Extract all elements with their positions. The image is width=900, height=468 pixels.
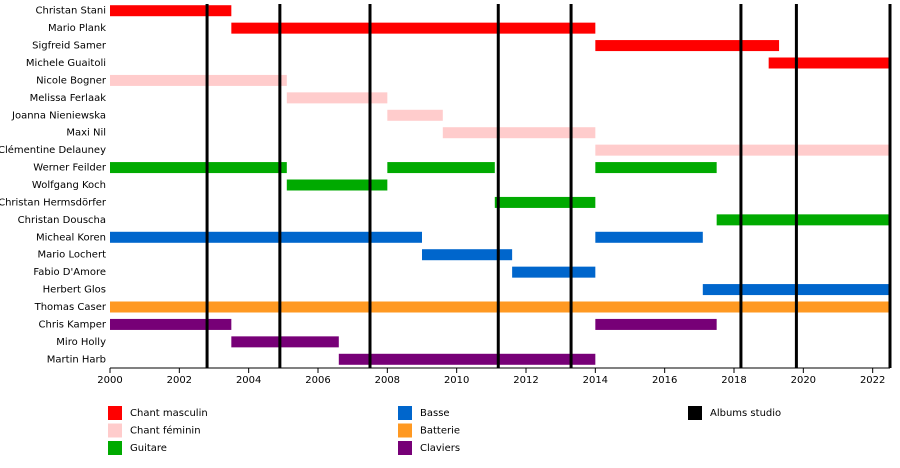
bar	[110, 162, 287, 174]
legend-swatch	[398, 441, 412, 455]
bar	[595, 318, 717, 330]
x-tick-label: 2016	[652, 375, 677, 386]
bar	[422, 249, 513, 261]
bar	[768, 57, 890, 69]
member-name: Wolfgang Koch	[32, 180, 106, 191]
legend-label: Claviers	[420, 443, 460, 454]
bar	[595, 231, 703, 243]
bar	[512, 266, 596, 278]
x-tick-label: 2012	[513, 375, 538, 386]
x-tick-label: 2014	[583, 375, 608, 386]
member-name: Chris Kamper	[39, 319, 107, 330]
x-tick-label: 2006	[305, 375, 330, 386]
legend-swatch	[108, 423, 122, 438]
member-name: Joanna Nieniewska	[11, 110, 106, 121]
bar	[231, 22, 596, 34]
bar	[286, 179, 388, 191]
legend-label: Chant féminin	[130, 425, 201, 437]
x-tick-label: 2008	[375, 375, 400, 386]
legend-label: Basse	[420, 408, 450, 419]
legend-label: Guitare	[130, 443, 167, 454]
bar	[595, 40, 780, 52]
legend-swatch	[108, 406, 122, 420]
bar	[110, 318, 232, 330]
bar	[442, 127, 596, 139]
x-tick-label: 2004	[236, 375, 261, 386]
member-name: Clémentine Delauney	[0, 144, 106, 156]
member-name: Thomas Caser	[34, 302, 107, 313]
member-name: Christan Hermsdörfer	[0, 197, 107, 208]
bar	[387, 109, 443, 121]
member-name: Christan Stani	[36, 6, 107, 17]
bar	[286, 92, 388, 104]
member-name: Mario Lochert	[38, 250, 107, 261]
x-tick-label: 2020	[791, 375, 816, 386]
legend-swatch	[398, 423, 412, 438]
member-name: Miro Holly	[56, 337, 106, 348]
bar	[338, 353, 596, 365]
member-name: Maxi Nil	[66, 128, 106, 139]
legend-label: Albums studio	[710, 408, 781, 419]
member-name: Sigfreid Samer	[32, 41, 107, 52]
member-name: Christan Douscha	[18, 215, 106, 226]
bar	[494, 196, 596, 208]
legend-swatch	[108, 441, 122, 455]
bar	[387, 162, 495, 174]
member-name: Michele Guaitoli	[26, 58, 106, 69]
member-name: Werner Feilder	[33, 163, 107, 174]
bar	[716, 214, 890, 226]
bar	[110, 74, 287, 86]
bar	[110, 5, 232, 17]
bar	[110, 231, 422, 243]
legend-swatch	[398, 406, 412, 420]
legend-label: Batterie	[420, 426, 460, 437]
member-name: Melissa Ferlaak	[30, 93, 107, 104]
legend-swatch	[688, 406, 702, 420]
member-name: Martin Harb	[47, 354, 106, 365]
bar	[231, 336, 339, 348]
member-name: Micheal Koren	[36, 232, 106, 243]
member-name: Mario Plank	[48, 23, 106, 34]
member-name: Nicole Bogner	[36, 75, 107, 86]
bar	[595, 144, 890, 156]
x-tick-label: 2018	[721, 375, 746, 386]
bar	[595, 162, 717, 174]
member-name: Herbert Glos	[43, 285, 106, 296]
x-tick-label: 2000	[97, 375, 122, 386]
x-tick-label: 2002	[167, 375, 192, 386]
legend-label: Chant masculin	[130, 408, 208, 419]
member-name: Fabio D'Amore	[33, 267, 106, 278]
x-tick-label: 2010	[444, 375, 469, 386]
x-tick-label: 2022	[860, 375, 885, 386]
bar	[110, 301, 890, 313]
